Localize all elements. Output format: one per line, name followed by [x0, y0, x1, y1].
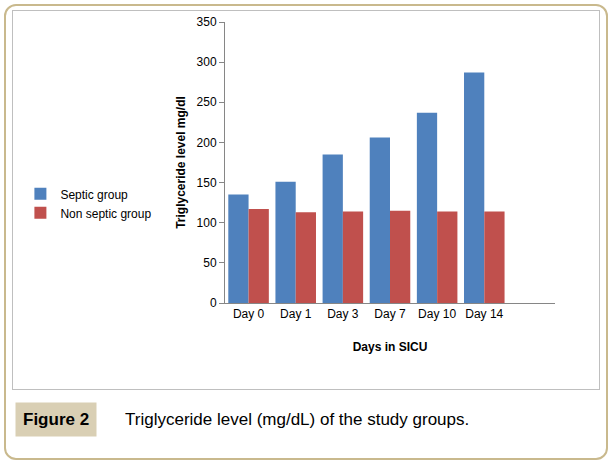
svg-text:Day 10: Day 10 — [418, 307, 456, 321]
svg-text:Triglyceride level mg/dl: Triglyceride level mg/dl — [174, 96, 188, 229]
svg-text:250: 250 — [197, 95, 217, 109]
svg-text:Day 3: Day 3 — [327, 307, 359, 321]
svg-text:200: 200 — [197, 136, 217, 150]
svg-text:100: 100 — [197, 216, 217, 230]
svg-text:350: 350 — [197, 15, 217, 29]
svg-text:0: 0 — [210, 296, 217, 310]
svg-text:Non septic group: Non septic group — [60, 207, 151, 221]
svg-text:Figure 2: Figure 2 — [23, 410, 89, 429]
svg-text:50: 50 — [203, 256, 217, 270]
svg-text:Days in SICU: Days in SICU — [353, 340, 428, 354]
svg-text:150: 150 — [197, 176, 217, 190]
svg-text:Septic group: Septic group — [60, 188, 128, 202]
svg-text:Day 1: Day 1 — [280, 307, 312, 321]
svg-text:Triglyceride level (mg/dL) of: Triglyceride level (mg/dL) of the study … — [125, 410, 469, 429]
svg-text:Day 7: Day 7 — [374, 307, 406, 321]
svg-text:Day 0: Day 0 — [233, 307, 265, 321]
svg-text:300: 300 — [197, 55, 217, 69]
svg-text:Day 14: Day 14 — [465, 307, 503, 321]
